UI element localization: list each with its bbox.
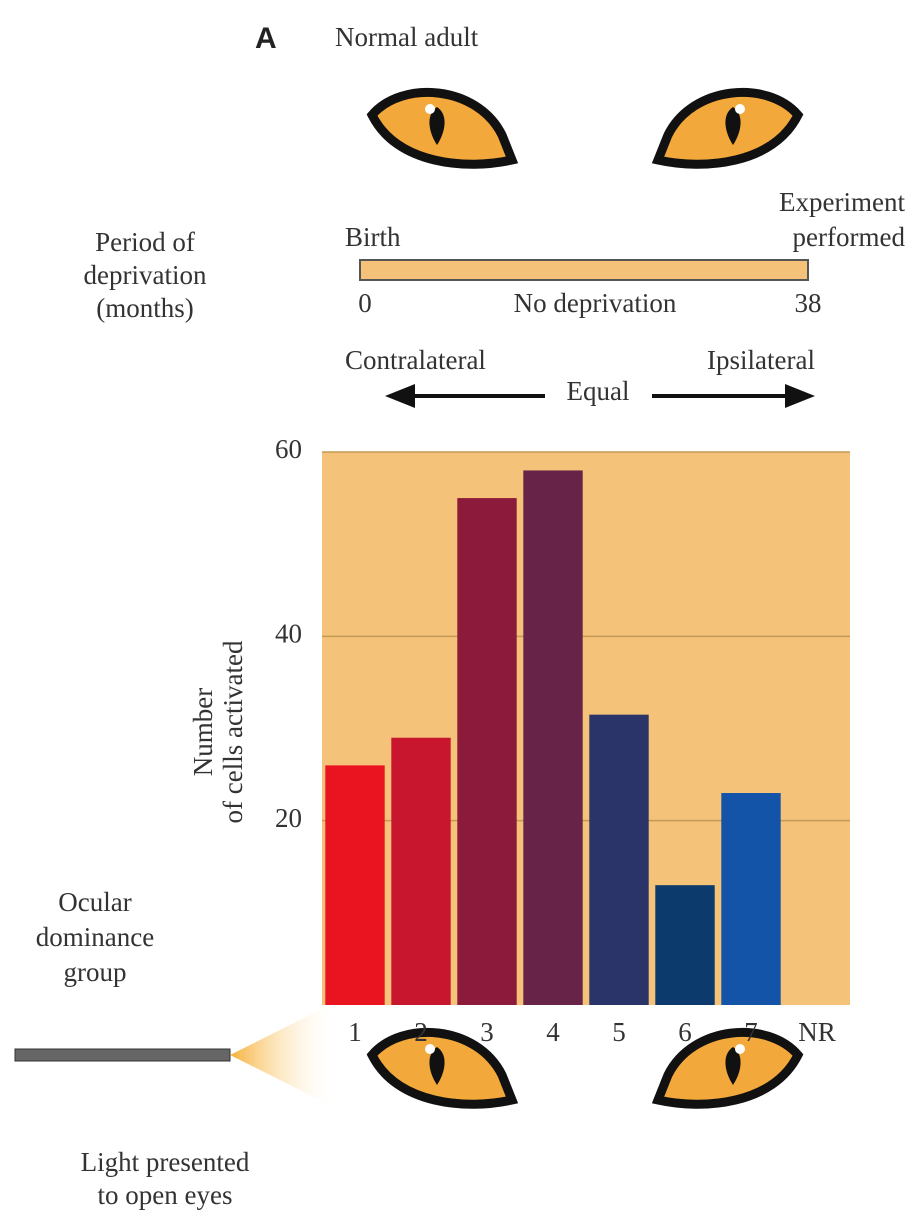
bar [589,714,649,1005]
eye [366,87,519,169]
bar [655,885,715,1005]
eye [366,1027,519,1109]
electrode [14,1048,231,1062]
x-axis-label: Ocular [58,887,131,917]
x-tick-label: 7 [744,1017,758,1047]
panel-label: A [255,22,277,55]
timeline-label: (months) [96,293,194,323]
x-tick-label: 1 [348,1017,362,1047]
x-axis-label: group [64,957,127,987]
direction-arrow [385,384,815,408]
x-tick-label: 5 [612,1017,626,1047]
y-axis-label-line: Number [188,688,218,776]
x-tick-label: 6 [678,1017,692,1047]
chart-title: Normal adult [335,22,479,52]
direction-left: Contralateral [345,345,486,375]
bar [325,765,385,1005]
direction-middle: Equal [567,376,630,406]
timeline-bar [359,259,809,281]
direction-right: Ipsilateral [707,345,815,375]
eye [651,1027,804,1109]
y-tick-label: 40 [275,619,302,649]
y-axis-label: Number of cells activated [188,640,248,823]
timeline-label: Period of [95,227,195,257]
bar [391,737,451,1005]
x-tick-label: 3 [480,1017,494,1047]
eye [651,87,804,169]
eyes [366,87,804,1109]
x-axis-label: dominance [36,922,154,952]
bar [457,498,517,1005]
x-tick-label: 4 [546,1017,560,1047]
y-tick-label: 20 [275,803,302,833]
y-axis-label-line: of cells activated [218,640,248,823]
timeline-start: Birth [345,222,401,252]
stimulus-label: Light presented [81,1147,250,1177]
timeline-middle: No deprivation [514,288,677,318]
x-tick-label: 2 [414,1017,428,1047]
x-tick-label: NR [798,1017,836,1047]
light-beam [230,1005,330,1105]
bar [721,793,781,1005]
timeline-end-value: 38 [795,288,822,318]
stimulus-label: to open eyes [98,1180,233,1210]
y-tick-label: 60 [275,434,302,464]
timeline-start-value: 0 [358,288,372,318]
bar [523,470,583,1005]
timeline-end: Experiment [779,187,905,217]
timeline-label: deprivation [84,260,207,290]
timeline-end: performed [793,222,906,252]
